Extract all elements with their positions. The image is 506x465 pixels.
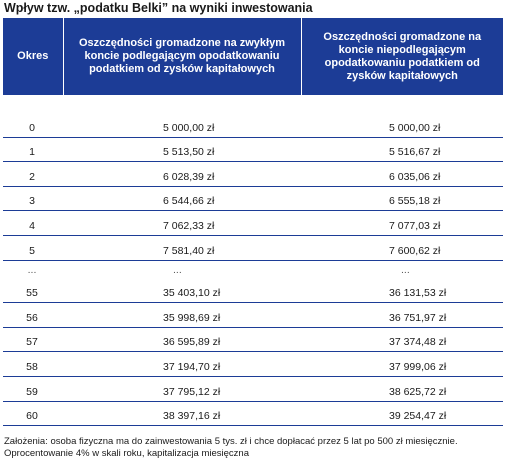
taxed-value-cell: 37 194,70 zł <box>163 360 221 373</box>
table-row: 0 5 000,00 zł 5 000,00 zł <box>3 113 503 138</box>
table-row: 2 6 028,39 zł 6 035,06 zł <box>3 161 503 187</box>
ellipsis-untaxed: ... <box>401 263 410 276</box>
untaxed-value-cell: 36 131,53 zł <box>389 287 447 300</box>
untaxed-value-cell: 6 035,06 zł <box>389 170 441 183</box>
taxed-value-cell: 5 000,00 zł <box>163 121 215 134</box>
taxed-value-cell: 6 028,39 zł <box>163 170 215 183</box>
untaxed-value-cell: 38 625,72 zł <box>389 385 447 398</box>
untaxed-value-cell: 5 000,00 zł <box>389 121 441 134</box>
taxed-value-cell: 37 795,12 zł <box>163 385 221 398</box>
taxed-value-cell: 7 581,40 zł <box>163 244 215 257</box>
untaxed-value-cell: 36 751,97 zł <box>389 311 447 324</box>
table-row: 5 7 581,40 zł 7 600,62 zł <box>3 235 503 261</box>
taxed-value-cell: 35 403,10 zł <box>163 287 221 300</box>
okres-cell: 3 <box>29 195 35 208</box>
taxed-value-cell: 6 544,66 zł <box>163 195 215 208</box>
okres-cell: 2 <box>29 170 35 183</box>
okres-cell: 58 <box>26 360 38 373</box>
table-row: 4 7 062,33 zł 7 077,03 zł <box>3 210 503 236</box>
table-spacer <box>3 95 503 113</box>
table-row: 59 37 795,12 zł 38 625,72 zł <box>3 376 503 402</box>
table-row: 57 36 595,89 zł 37 374,48 zł <box>3 327 503 353</box>
table-row: 1 5 513,50 zł 5 516,67 zł <box>3 137 503 163</box>
assumptions-note: Założenia: osoba fizyczna ma do zainwest… <box>4 436 458 459</box>
untaxed-value-cell: 37 999,06 zł <box>389 360 447 373</box>
okres-cell: 59 <box>26 385 38 398</box>
okres-cell: 5 <box>29 244 35 257</box>
header-taxed-account: Oszczędności gromadzone na zwykłym konci… <box>62 18 301 95</box>
okres-cell: 57 <box>26 336 38 349</box>
ellipsis-okres: ... <box>27 263 37 276</box>
untaxed-value-cell: 7 600,62 zł <box>389 244 441 257</box>
taxed-value-cell: 38 397,16 zł <box>163 410 221 423</box>
taxed-value-cell: 5 513,50 zł <box>163 146 215 159</box>
okres-cell: 56 <box>26 311 38 324</box>
savings-table: Okres Oszczędności gromadzone na zwykłym… <box>3 18 503 427</box>
okres-cell: 55 <box>26 287 38 300</box>
okres-cell: 1 <box>29 146 35 159</box>
header-okres: Okres <box>3 18 63 95</box>
table-row: 60 38 397,16 zł 39 254,47 zł <box>3 401 503 427</box>
taxed-value-cell: 7 062,33 zł <box>163 219 215 232</box>
table-row: 3 6 544,66 zł 6 555,18 zł <box>3 186 503 212</box>
okres-cell: 4 <box>29 219 35 232</box>
table-row: 56 35 998,69 zł 36 751,97 zł <box>3 302 503 328</box>
untaxed-value-cell: 7 077,03 zł <box>389 219 441 232</box>
table-title: Wpływ tzw. „podatku Belki” na wyniki inw… <box>4 1 313 15</box>
table-row: 55 35 403,10 zł 36 131,53 zł <box>3 278 503 304</box>
untaxed-value-cell: 39 254,47 zł <box>389 410 447 423</box>
ellipsis-taxed: ... <box>173 263 182 276</box>
ellipsis-row: ... ... ... <box>3 260 503 279</box>
table-header-row: Okres Oszczędności gromadzone na zwykłym… <box>3 18 503 95</box>
taxed-value-cell: 35 998,69 zł <box>163 311 221 324</box>
header-untaxed-account: Oszczędności gromadzone na koncie niepod… <box>300 18 503 95</box>
untaxed-value-cell: 5 516,67 zł <box>389 146 441 159</box>
taxed-value-cell: 36 595,89 zł <box>163 336 221 349</box>
okres-cell: 0 <box>29 121 35 134</box>
untaxed-value-cell: 6 555,18 zł <box>389 195 441 208</box>
okres-cell: 60 <box>26 410 38 423</box>
untaxed-value-cell: 37 374,48 zł <box>389 336 447 349</box>
table-row: 58 37 194,70 zł 37 999,06 zł <box>3 351 503 377</box>
